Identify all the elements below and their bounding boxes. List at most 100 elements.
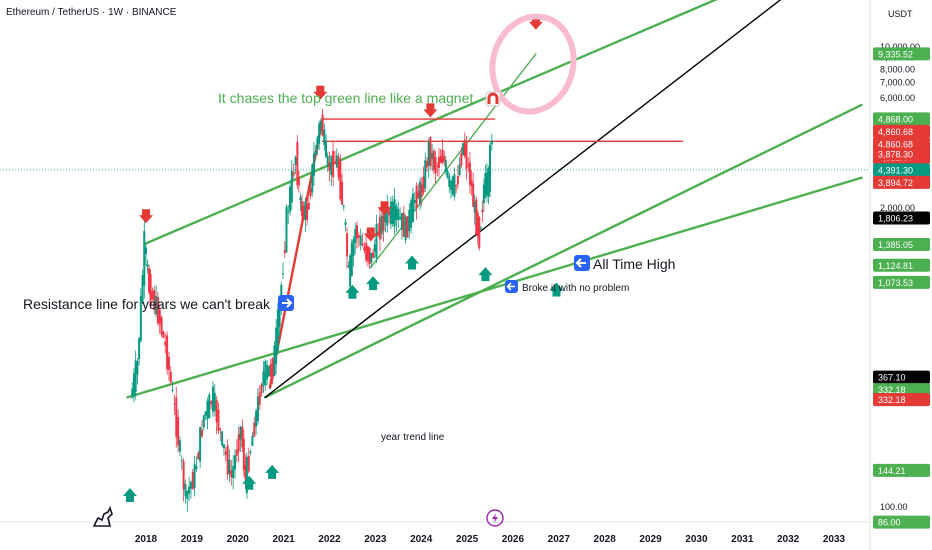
tradingview-dino-icon [92,505,113,527]
candle-body [328,162,331,171]
price-tag [873,463,930,477]
candle-body [443,155,446,162]
x-tick-label: 2032 [777,534,800,545]
lower-green-line [126,176,863,399]
candle-body [375,223,378,258]
candle-body [312,153,315,176]
candle-body [264,361,267,386]
candle-body [346,233,349,257]
price-tag-label: 9,335.52 [878,49,913,59]
price-tag [873,175,930,189]
candle-body [296,142,299,186]
candle-body [437,157,440,168]
candle-body [316,137,319,150]
candle-body [347,265,350,267]
candle-body [242,438,245,471]
candle-body [337,157,340,178]
price-tag-label: 4,391.30 [878,165,913,175]
candle-body [180,460,183,462]
candle-body [222,444,225,449]
candle-body [217,409,220,431]
price-tag [873,137,930,151]
candle-body [436,165,439,167]
candle-body [399,216,402,220]
candle-body [141,275,144,302]
candle-body [366,246,369,262]
top-green-line [144,0,718,245]
candle-body [178,440,181,452]
trend-annotation: year trend line [381,432,445,443]
candle-body [451,176,454,195]
candle-body [266,364,269,380]
price-tag-label: 1,073.53 [878,278,913,288]
candle-body [425,161,428,168]
candle-body [473,201,476,213]
up-arrow-icon [242,475,257,490]
x-tick-label: 2026 [502,534,525,545]
candle-body [413,200,416,203]
candle-body [232,466,235,479]
candle-body [258,392,261,405]
candle-body [132,373,135,396]
price-tag-label: 1,385.05 [878,240,913,250]
candle-body [419,181,422,205]
candle-body [139,296,142,341]
candle-body [202,415,205,428]
candle-body [255,410,258,427]
magnet-icon [485,91,501,107]
trendlines [126,0,863,399]
candle-body [408,209,411,232]
candle-body [365,243,368,261]
candle-body [162,331,165,338]
candle-body [344,222,347,226]
y-tick-label: 6,000.00 [880,93,915,103]
candle-body [441,149,444,163]
candle-body [292,172,295,176]
candle-body [177,416,180,446]
price-tag-label: 86.00 [878,518,901,528]
price-tag-label: 4,868.00 [878,114,913,124]
up-arrow-icon [405,255,420,270]
candle-body [478,217,481,249]
candle-body [470,180,473,187]
candle-body [138,337,141,360]
candle-body [273,345,276,377]
candle-body [269,363,272,377]
candle-body [448,176,451,187]
candle-body [323,129,326,145]
price-tag [873,112,930,126]
up-arrow-icon [478,267,493,282]
broke-annotation: Broke it with no problem [522,283,629,294]
candle-body [195,466,198,469]
candle-body [429,136,432,167]
candle-body [131,388,134,398]
y-tick-label: 2,000.00 [880,203,915,213]
candle-body [397,209,400,221]
candle-body [352,239,355,256]
lightning-icon[interactable] [486,509,504,527]
price-tag [873,125,930,139]
candle-body [249,451,252,454]
candle-body [167,356,170,371]
upper-mid-green-line [264,103,863,399]
candle-body [239,426,242,440]
candle-body [235,449,238,456]
candle-body [424,160,427,189]
candle-body [455,185,458,187]
candle-body [230,470,233,477]
candle-body [182,461,185,490]
price-tag [873,393,930,407]
candle-body [318,123,321,144]
candle-body [355,225,358,239]
candle-body [199,427,202,462]
candle-body [267,365,270,377]
candle-body [256,396,259,422]
up-arrow-icon [265,464,280,479]
candle-body [406,216,409,238]
price-tag [873,515,930,529]
candle-body [136,361,139,375]
candle-body [475,199,478,235]
candle-body [444,160,447,173]
candle-body [241,426,244,448]
